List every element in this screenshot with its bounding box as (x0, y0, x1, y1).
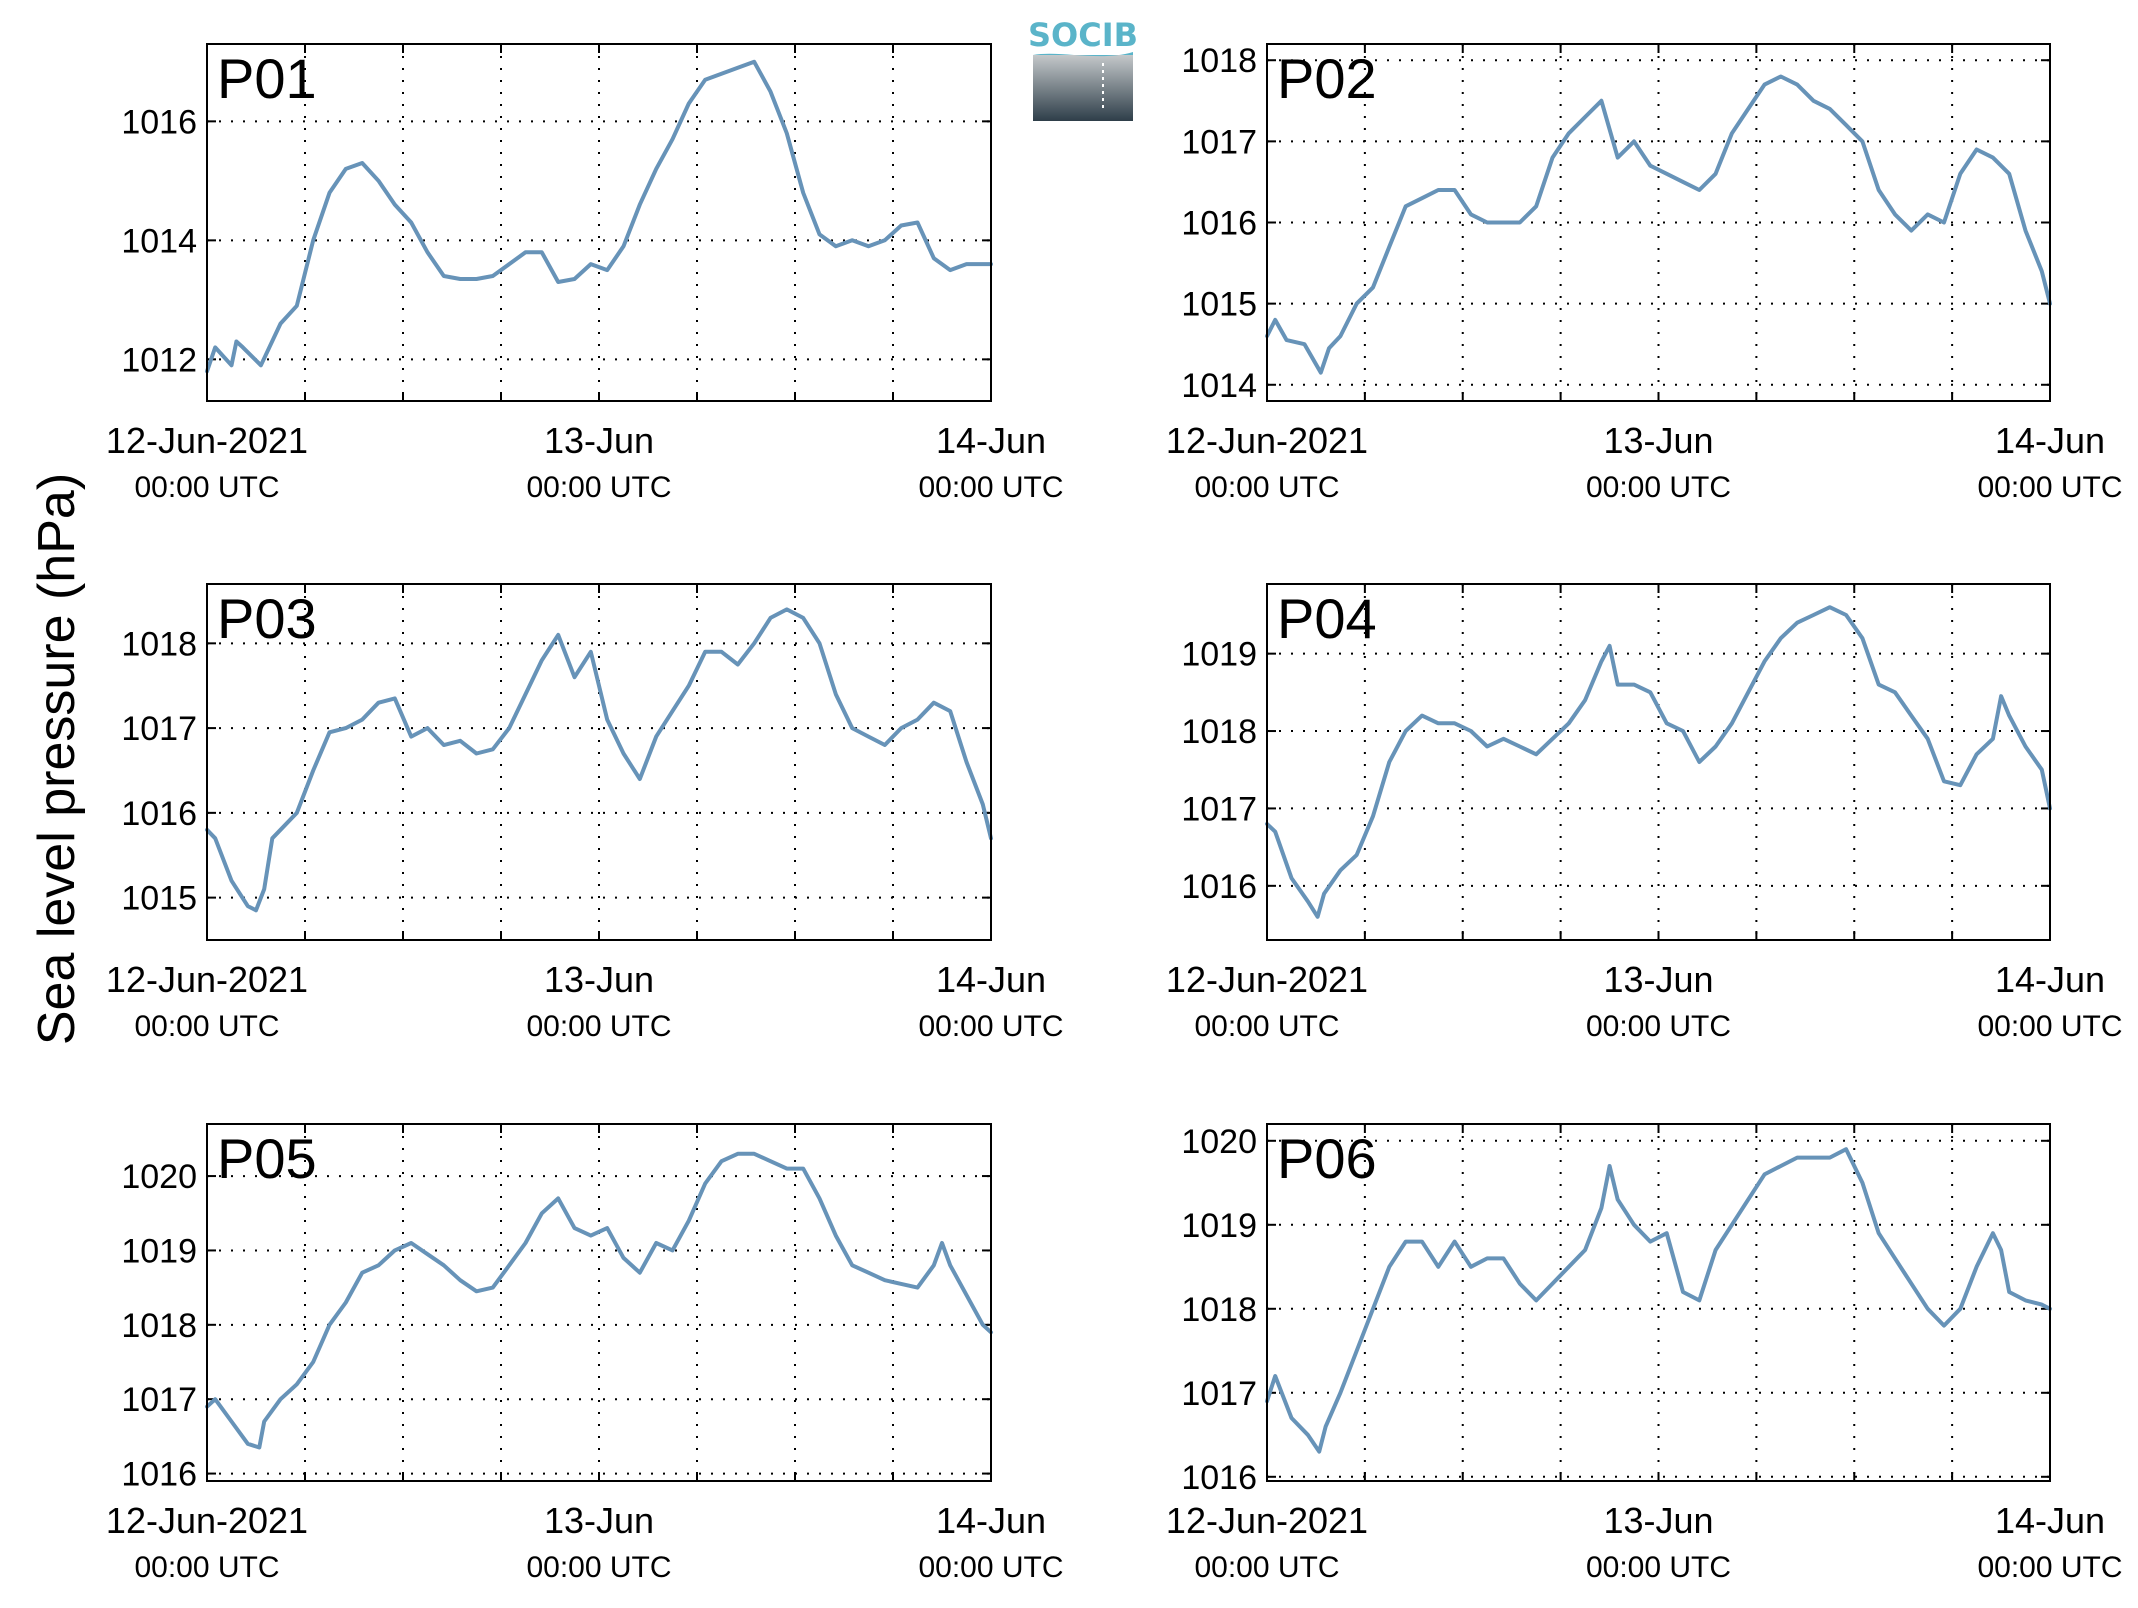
y-axis-label: Sea level pressure (hPa) (28, 473, 86, 1045)
station-label: P02 (1277, 47, 1377, 110)
x-tick-label-time: 00:00 UTC (1194, 1551, 1339, 1584)
y-tick-label: 1016 (121, 1456, 197, 1494)
y-tick-label: 1016 (1181, 1459, 1257, 1497)
y-tick-label: 1019 (1181, 1207, 1257, 1245)
plot-frame (1266, 43, 2051, 402)
x-tick-label-time: 00:00 UTC (134, 471, 279, 504)
y-tick-label: 1018 (121, 1307, 197, 1345)
x-tick-label-time: 00:00 UTC (1977, 471, 2122, 504)
pressure-series-line (205, 1151, 993, 1450)
y-tick-label: 1020 (1181, 1123, 1257, 1161)
y-tick-label: 1016 (121, 103, 197, 141)
x-tick-label-date: 14-Jun (936, 420, 1046, 461)
plot-frame (206, 1123, 992, 1482)
x-tick-label-time: 00:00 UTC (526, 471, 671, 504)
socib-logo-text: SOCIB (1028, 16, 1138, 54)
panel-p05: 1016 1017 1018 1019 1020 P05 12-Jun-2021 00:00 … (106, 1123, 1064, 1584)
y-tick-label: 1015 (121, 880, 197, 918)
y-tick-label: 1016 (121, 795, 197, 833)
pressure-series-line (1265, 605, 2052, 919)
x-tick-label-date: 14-Jun (936, 959, 1046, 1000)
x-tick-label-time: 00:00 UTC (1194, 471, 1339, 504)
x-tick-label-time: 00:00 UTC (1977, 1551, 2122, 1584)
plot-frame (1266, 583, 2051, 941)
panel-p03: 1015 1016 1017 1018 P03 12-Jun-2021 00:00 UTC 1… (106, 583, 1064, 1043)
y-tick-label: 1014 (1181, 367, 1257, 405)
y-tick-label: 1014 (121, 222, 197, 260)
plot-frame (206, 43, 992, 402)
y-tick-label: 1017 (1181, 790, 1257, 828)
pressure-series-line (205, 59, 993, 374)
x-tick-label-time: 00:00 UTC (134, 1551, 279, 1584)
pressure-series-line (1265, 1147, 2052, 1454)
x-tick-label-date: 13-Jun (544, 1500, 654, 1541)
y-tick-label: 1018 (1181, 42, 1257, 80)
plot-frame (1266, 1123, 2051, 1482)
pressure-series-line (1265, 74, 2052, 375)
x-tick-label-time: 00:00 UTC (134, 1010, 279, 1043)
y-tick-label: 1017 (121, 710, 197, 748)
x-tick-label-date: 12-Jun-2021 (1166, 420, 1368, 461)
y-tick-label: 1018 (1181, 713, 1257, 751)
y-tick-label: 1019 (1181, 636, 1257, 674)
x-tick-label-date: 12-Jun-2021 (1166, 959, 1368, 1000)
x-tick-label-date: 12-Jun-2021 (106, 959, 308, 1000)
y-tick-label: 1016 (1181, 205, 1257, 243)
x-tick-label-time: 00:00 UTC (526, 1551, 671, 1584)
x-tick-label-date: 12-Jun-2021 (106, 420, 308, 461)
x-tick-label-time: 00:00 UTC (526, 1010, 671, 1043)
pressure-series-line (205, 607, 993, 913)
station-label: P06 (1277, 1127, 1377, 1190)
x-tick-label-date: 12-Jun-2021 (106, 1500, 308, 1541)
x-tick-label-date: 14-Jun (1995, 420, 2105, 461)
station-label: P05 (217, 1127, 317, 1190)
x-tick-label-date: 14-Jun (1995, 959, 2105, 1000)
x-tick-label-time: 00:00 UTC (918, 1551, 1063, 1584)
x-tick-label-date: 14-Jun (936, 1500, 1046, 1541)
x-tick-label-time: 00:00 UTC (1194, 1010, 1339, 1043)
y-tick-label: 1015 (1181, 286, 1257, 324)
y-tick-label: 1017 (121, 1381, 197, 1419)
y-tick-label: 1018 (1181, 1291, 1257, 1329)
station-label: P01 (217, 47, 317, 110)
panel-p06: 1016 1017 1018 1019 1020 P06 12-Jun-2021 00:00 … (1166, 1123, 2123, 1584)
y-tick-label: 1020 (121, 1158, 197, 1196)
y-tick-label: 1012 (121, 341, 197, 379)
station-label: P03 (217, 587, 317, 650)
y-tick-label: 1016 (1181, 868, 1257, 906)
panel-p02: 1014 1015 1016 1017 1018 P02 12-Jun-2021 00:00 … (1166, 42, 2123, 504)
x-tick-label-date: 14-Jun (1995, 1500, 2105, 1541)
x-tick-label-date: 12-Jun-2021 (1166, 1500, 1368, 1541)
x-tick-label-time: 00:00 UTC (1586, 1010, 1731, 1043)
x-tick-label-time: 00:00 UTC (1586, 1551, 1731, 1584)
station-label: P04 (1277, 587, 1377, 650)
x-tick-label-time: 00:00 UTC (1586, 471, 1731, 504)
x-tick-label-time: 00:00 UTC (918, 471, 1063, 504)
plot-frame (206, 583, 992, 941)
x-tick-label-date: 13-Jun (1603, 959, 1713, 1000)
x-tick-label-date: 13-Jun (544, 959, 654, 1000)
y-tick-label: 1018 (121, 625, 197, 663)
y-tick-label: 1017 (1181, 123, 1257, 161)
y-tick-label: 1017 (1181, 1375, 1257, 1413)
x-tick-label-time: 00:00 UTC (918, 1010, 1063, 1043)
panels: 1012 1014 1016 P01 12-Jun-2021 00:00 UTC 13-Ju… (106, 42, 2123, 1584)
x-tick-label-date: 13-Jun (1603, 420, 1713, 461)
x-tick-label-time: 00:00 UTC (1977, 1010, 2122, 1043)
panel-p01: 1012 1014 1016 P01 12-Jun-2021 00:00 UTC 13-Ju… (106, 43, 1064, 504)
y-tick-label: 1019 (121, 1232, 197, 1270)
x-tick-label-date: 13-Jun (1603, 1500, 1713, 1541)
x-tick-label-date: 13-Jun (544, 420, 654, 461)
panel-p04: 1016 1017 1018 1019 P04 12-Jun-2021 00:00 UTC 1… (1166, 583, 2123, 1043)
socib-logo: SOCIB (1028, 16, 1138, 121)
